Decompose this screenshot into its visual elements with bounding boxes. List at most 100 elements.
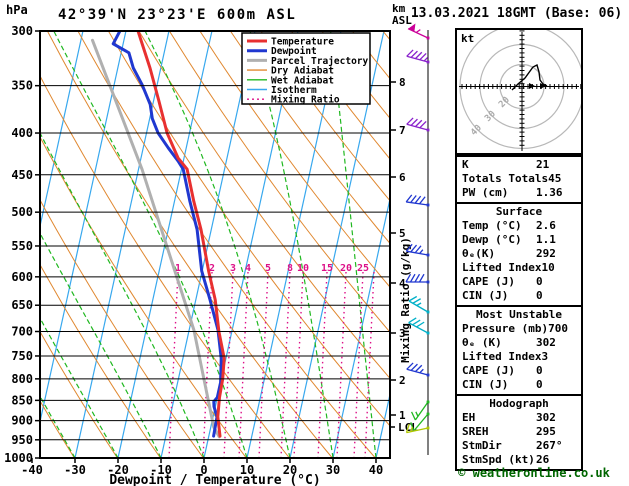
svg-text:500: 500 bbox=[11, 205, 33, 219]
index-section-title: Most Unstable bbox=[475, 308, 563, 321]
svg-text:650: 650 bbox=[11, 298, 33, 312]
svg-text:7: 7 bbox=[399, 124, 406, 137]
svg-text:300: 300 bbox=[11, 24, 33, 38]
index-section-title: Hodograph bbox=[489, 397, 549, 410]
svg-text:900: 900 bbox=[11, 414, 33, 428]
index-row: K 21 bbox=[457, 158, 581, 172]
index-row: EH 302 bbox=[457, 411, 581, 425]
index-label: CAPE (J) bbox=[462, 364, 515, 377]
indices-tables: K 21 Totals Totals 45 PW (cm) 1.36 Surface Temp… bbox=[455, 155, 583, 471]
svg-text:5: 5 bbox=[399, 227, 406, 240]
index-label: Lifted Index bbox=[462, 261, 542, 274]
temperature-curve bbox=[136, 32, 226, 438]
svg-text:hPa: hPa bbox=[6, 3, 28, 17]
legend-label: Temperature bbox=[271, 37, 334, 48]
wind-barb bbox=[407, 23, 430, 40]
index-row: Pressure (mb) 700 bbox=[457, 322, 581, 336]
svg-text:1: 1 bbox=[175, 263, 181, 274]
hodograph-trace bbox=[511, 63, 548, 91]
x-axis-title: Dewpoint / Temperature (°C) bbox=[109, 473, 320, 486]
wind-barb bbox=[405, 194, 430, 207]
index-value: 292 bbox=[536, 247, 556, 260]
index-row: StmDir 267° bbox=[457, 439, 581, 453]
svg-text:3: 3 bbox=[399, 327, 406, 340]
svg-text:-20: -20 bbox=[107, 463, 129, 477]
svg-text:2: 2 bbox=[399, 374, 406, 387]
legend-label: Dewpoint bbox=[271, 46, 317, 57]
wind-barb bbox=[408, 295, 430, 314]
wind-barb bbox=[408, 317, 430, 335]
svg-text:4: 4 bbox=[399, 277, 406, 290]
index-value: 3 bbox=[541, 350, 549, 363]
storm-motion-marker bbox=[529, 83, 535, 89]
index-label: SREH bbox=[462, 425, 489, 438]
index-value: 0 bbox=[536, 364, 543, 377]
index-row: Totals Totals 45 bbox=[457, 172, 581, 186]
svg-text:5: 5 bbox=[265, 263, 271, 274]
svg-text:-30: -30 bbox=[64, 463, 86, 477]
svg-text:40: 40 bbox=[369, 463, 383, 477]
index-value: 302 bbox=[536, 411, 556, 424]
plot-border bbox=[39, 30, 391, 459]
svg-text:ASL: ASL bbox=[392, 14, 412, 27]
index-row: CAPE (J) 0 bbox=[457, 275, 581, 289]
index-row: Temp (°C) 2.6 bbox=[457, 219, 581, 233]
index-row: θₑ(K) 292 bbox=[457, 247, 581, 261]
index-table-section: Surface Temp (°C) 2.6 Dewp (°C) 1.1 θₑ(K) 292 L… bbox=[455, 202, 583, 307]
index-label: StmDir bbox=[462, 439, 502, 452]
index-value: 26 bbox=[536, 453, 550, 466]
svg-text:800: 800 bbox=[11, 372, 33, 386]
legend-label: Mixing Ratio bbox=[271, 95, 340, 106]
wind-barb bbox=[405, 243, 430, 257]
mixing-axis-label: Mixing Ratio (g/kg) bbox=[399, 237, 412, 363]
index-label: PW (cm) bbox=[462, 186, 509, 199]
svg-text:1: 1 bbox=[399, 409, 406, 422]
index-row: CAPE (J) 0 bbox=[457, 364, 581, 378]
legend-label: Parcel Trajectory bbox=[271, 56, 369, 67]
svg-text:600: 600 bbox=[11, 270, 33, 284]
svg-text:950: 950 bbox=[11, 433, 33, 447]
index-label: Pressure (mb) bbox=[462, 322, 549, 335]
index-row: Lifted Index 3 bbox=[457, 350, 581, 364]
index-table-section: K 21 Totals Totals 45 PW (cm) 1.36 bbox=[455, 155, 583, 204]
index-row: θₑ (K) 302 bbox=[457, 336, 581, 350]
wind-barb-column bbox=[405, 23, 430, 455]
svg-text:30: 30 bbox=[326, 463, 340, 477]
svg-text:2: 2 bbox=[209, 263, 215, 274]
index-row: Dewp (°C) 1.1 bbox=[457, 233, 581, 247]
svg-text:km: km bbox=[392, 2, 406, 15]
svg-text:450: 450 bbox=[11, 168, 33, 182]
index-label: CIN (J) bbox=[462, 378, 509, 391]
index-label: Dewp (°C) bbox=[462, 233, 522, 246]
svg-text:20: 20 bbox=[283, 463, 297, 477]
index-value: 45 bbox=[548, 172, 562, 185]
svg-text:750: 750 bbox=[11, 349, 33, 363]
index-value: 0 bbox=[536, 275, 543, 288]
index-value: 700 bbox=[548, 322, 568, 335]
svg-text:850: 850 bbox=[11, 393, 33, 407]
wind-barb bbox=[406, 362, 430, 377]
index-value: 0 bbox=[536, 378, 543, 391]
svg-text:10: 10 bbox=[297, 263, 309, 274]
index-label: θₑ (K) bbox=[462, 336, 502, 349]
index-label: K bbox=[462, 158, 469, 171]
index-value: 302 bbox=[536, 336, 556, 349]
index-value: 0 bbox=[536, 289, 543, 302]
index-value: 1.1 bbox=[536, 233, 556, 246]
index-label: CIN (J) bbox=[462, 289, 509, 302]
hodo-unit-label: kt bbox=[461, 32, 474, 45]
svg-text:8: 8 bbox=[399, 76, 406, 89]
index-value: 295 bbox=[536, 425, 556, 438]
index-label: CAPE (J) bbox=[462, 275, 515, 288]
index-row: CIN (J) 0 bbox=[457, 378, 581, 392]
svg-text:-10: -10 bbox=[150, 463, 172, 477]
index-row: Lifted Index 10 bbox=[457, 261, 581, 275]
index-value: 1.36 bbox=[536, 186, 563, 199]
index-value: 267° bbox=[536, 439, 563, 452]
wind-barb bbox=[406, 117, 430, 132]
svg-text:6: 6 bbox=[399, 171, 406, 184]
svg-text:350: 350 bbox=[11, 79, 33, 93]
